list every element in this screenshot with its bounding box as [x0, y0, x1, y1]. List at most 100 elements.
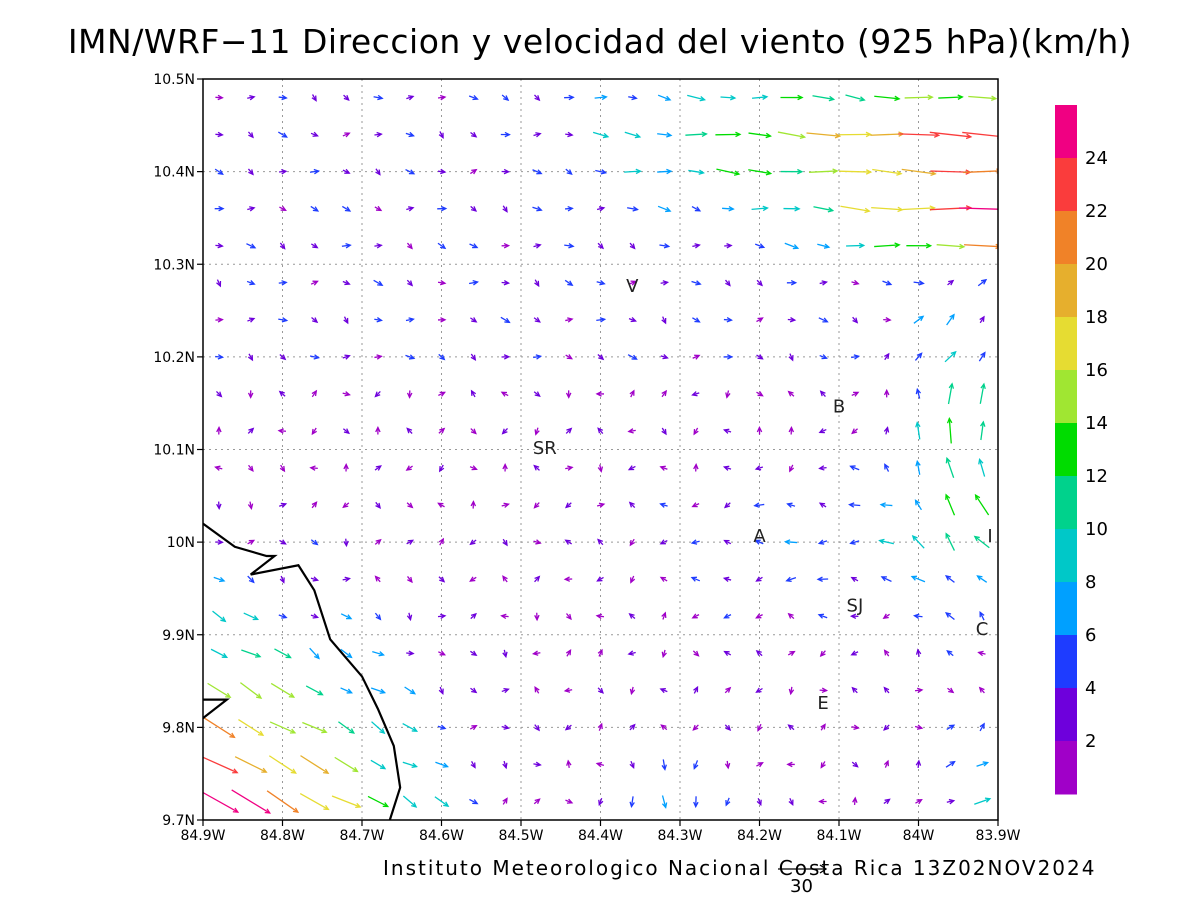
- wind-vector: [819, 354, 828, 360]
- wind-vector-head: [695, 280, 702, 286]
- wind-vector-head: [629, 540, 636, 547]
- wind-vector-head: [852, 796, 858, 803]
- wind-vector-head: [503, 168, 511, 175]
- wind-vector-shaft: [302, 721, 327, 733]
- wind-vector: [848, 502, 861, 508]
- wind-vector-head: [820, 762, 826, 769]
- wind-vector: [851, 279, 860, 286]
- wind-vector-head: [411, 762, 418, 768]
- wind-vector: [343, 538, 349, 548]
- wind-vector: [278, 502, 288, 508]
- wind-vector: [787, 612, 795, 620]
- wind-vector-head: [248, 577, 255, 584]
- wind-vector: [501, 502, 510, 508]
- wind-vector-head: [312, 280, 319, 286]
- wind-vector-head: [311, 501, 318, 508]
- wind-vector: [597, 722, 603, 731]
- wind-vector-head: [726, 317, 733, 323]
- wind-vector: [722, 428, 732, 434]
- wind-vector-head: [980, 382, 986, 390]
- wind-vector-head: [470, 428, 477, 435]
- wind-vector: [780, 94, 804, 101]
- wind-vector-shaft: [564, 244, 574, 247]
- wind-vector: [929, 131, 973, 140]
- wind-vector: [883, 317, 892, 323]
- wind-vector-head: [311, 95, 317, 102]
- wind-vector: [367, 795, 390, 808]
- wind-vector-head: [723, 650, 730, 657]
- wind-vector-head: [378, 651, 385, 657]
- wind-vector-head: [693, 463, 699, 470]
- wind-vector-head: [439, 243, 447, 250]
- wind-vector-head: [406, 427, 413, 434]
- wind-vector-shaft: [203, 791, 239, 813]
- wind-vector: [691, 206, 702, 212]
- wind-vector: [470, 761, 476, 769]
- wind-vector-head: [472, 243, 479, 249]
- wind-vector-head: [311, 389, 318, 397]
- wind-vector: [883, 426, 890, 435]
- wind-vector: [532, 206, 543, 212]
- wind-vector: [470, 500, 477, 509]
- wind-vector-head: [214, 465, 221, 471]
- wind-vector: [756, 354, 764, 360]
- wind-vector: [787, 650, 796, 657]
- wind-vector-shaft: [980, 421, 984, 441]
- wind-vector: [216, 501, 222, 511]
- wind-vector-head: [281, 168, 288, 175]
- wind-vector: [564, 724, 572, 731]
- wind-vector-shaft: [627, 354, 637, 360]
- wind-vector-head: [534, 798, 541, 805]
- wind-vector: [786, 761, 795, 768]
- wind-vector: [234, 756, 268, 773]
- wind-vector: [342, 428, 350, 435]
- wind-vector: [215, 390, 223, 398]
- wind-vector-shaft: [976, 762, 988, 767]
- wind-vector-head: [765, 132, 772, 139]
- wind-vector: [661, 611, 667, 620]
- wind-vector-head: [725, 724, 732, 732]
- wind-vector-shaft: [916, 389, 921, 399]
- wind-vector-head: [755, 687, 762, 693]
- wind-vector-head: [374, 391, 381, 398]
- wind-vector-shaft: [968, 95, 996, 100]
- wind-vector-head: [596, 576, 603, 582]
- wind-vector: [469, 243, 479, 249]
- wind-vector-shaft: [945, 575, 955, 583]
- wind-vector: [947, 687, 955, 694]
- wind-vector: [914, 499, 922, 511]
- wind-vector: [342, 168, 351, 174]
- wind-vector: [310, 131, 319, 137]
- wind-vector: [533, 761, 542, 768]
- wind-vector-head: [984, 797, 992, 803]
- wind-vector: [659, 502, 668, 508]
- wind-vector-head: [910, 575, 918, 581]
- wind-vector-head: [692, 724, 699, 731]
- wind-vector-head: [438, 537, 445, 545]
- wind-vector-head: [377, 280, 384, 286]
- wind-vector: [692, 317, 701, 323]
- wind-vector-shaft: [912, 535, 925, 549]
- wind-vector: [629, 242, 636, 250]
- wind-vector: [691, 391, 700, 397]
- wind-vector: [216, 279, 222, 288]
- wind-vector-shaft: [269, 721, 296, 734]
- wind-vector: [724, 686, 732, 694]
- wind-vector-shaft: [212, 610, 226, 622]
- wind-vector: [279, 354, 287, 361]
- wind-vector-head: [629, 801, 635, 809]
- wind-vector-head: [248, 169, 254, 176]
- wind-vector-head: [438, 688, 444, 695]
- wind-vector: [374, 243, 383, 249]
- wind-vector: [849, 465, 860, 471]
- wind-vector: [755, 613, 763, 619]
- wind-vector-head: [915, 759, 922, 766]
- wind-vector: [752, 94, 769, 100]
- wind-vector: [978, 351, 986, 362]
- wind-vector-head: [255, 693, 263, 699]
- wind-vector: [470, 205, 478, 212]
- wind-vector-shaft: [870, 133, 904, 136]
- wind-vector-head: [440, 205, 448, 212]
- wind-vector-shaft: [435, 761, 448, 768]
- wind-vector: [278, 613, 288, 619]
